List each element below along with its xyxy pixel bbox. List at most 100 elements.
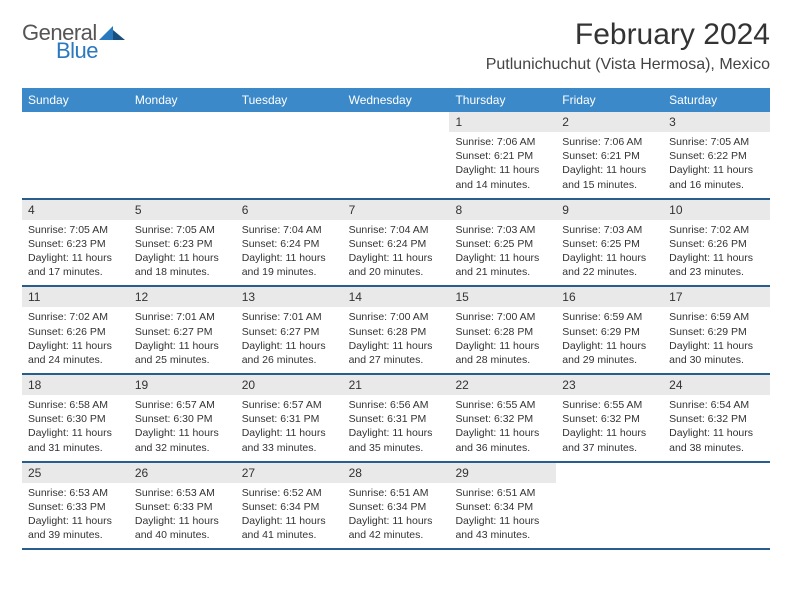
day-cell: 18Sunrise: 6:58 AMSunset: 6:30 PMDayligh… [22,375,129,463]
logo: GeneralBlue [22,18,125,62]
day-details: Sunrise: 6:53 AMSunset: 6:33 PMDaylight:… [129,483,236,549]
weekday-saturday: Saturday [663,88,770,112]
day-cell: 4Sunrise: 7:05 AMSunset: 6:23 PMDaylight… [22,200,129,288]
location-label: Putlunichuchut (Vista Hermosa), Mexico [486,56,770,74]
day-number: 16 [556,287,663,307]
day-details: Sunrise: 6:56 AMSunset: 6:31 PMDaylight:… [343,395,450,461]
day-number: 2 [556,112,663,132]
day-details: Sunrise: 7:00 AMSunset: 6:28 PMDaylight:… [449,307,556,373]
day-number: 20 [236,375,343,395]
day-details: Sunrise: 6:57 AMSunset: 6:31 PMDaylight:… [236,395,343,461]
day-details: Sunrise: 7:05 AMSunset: 6:23 PMDaylight:… [129,220,236,286]
day-cell: 10Sunrise: 7:02 AMSunset: 6:26 PMDayligh… [663,200,770,288]
day-number: 19 [129,375,236,395]
day-cell: 17Sunrise: 6:59 AMSunset: 6:29 PMDayligh… [663,287,770,375]
day-cell: 11Sunrise: 7:02 AMSunset: 6:26 PMDayligh… [22,287,129,375]
day-number: 14 [343,287,450,307]
weekday-friday: Friday [556,88,663,112]
day-details: Sunrise: 7:06 AMSunset: 6:21 PMDaylight:… [556,132,663,198]
day-number: 11 [22,287,129,307]
day-cell: 9Sunrise: 7:03 AMSunset: 6:25 PMDaylight… [556,200,663,288]
day-details: Sunrise: 7:02 AMSunset: 6:26 PMDaylight:… [22,307,129,373]
day-number: 10 [663,200,770,220]
day-number: 12 [129,287,236,307]
day-number: 24 [663,375,770,395]
day-number: 27 [236,463,343,483]
day-details: Sunrise: 7:04 AMSunset: 6:24 PMDaylight:… [343,220,450,286]
day-cell: 6Sunrise: 7:04 AMSunset: 6:24 PMDaylight… [236,200,343,288]
day-cell: 15Sunrise: 7:00 AMSunset: 6:28 PMDayligh… [449,287,556,375]
day-details: Sunrise: 7:01 AMSunset: 6:27 PMDaylight:… [236,307,343,373]
weekday-monday: Monday [129,88,236,112]
day-number: 22 [449,375,556,395]
day-details: Sunrise: 7:05 AMSunset: 6:23 PMDaylight:… [22,220,129,286]
day-number: 6 [236,200,343,220]
day-number: 4 [22,200,129,220]
day-cell: 13Sunrise: 7:01 AMSunset: 6:27 PMDayligh… [236,287,343,375]
day-number: 26 [129,463,236,483]
day-cell-empty [22,112,129,200]
day-number: 18 [22,375,129,395]
title-block: February 2024 Putlunichuchut (Vista Herm… [486,18,770,74]
day-cell: 25Sunrise: 6:53 AMSunset: 6:33 PMDayligh… [22,463,129,551]
day-cell: 19Sunrise: 6:57 AMSunset: 6:30 PMDayligh… [129,375,236,463]
weekday-thursday: Thursday [449,88,556,112]
day-cell: 22Sunrise: 6:55 AMSunset: 6:32 PMDayligh… [449,375,556,463]
weekday-sunday: Sunday [22,88,129,112]
day-cell: 28Sunrise: 6:51 AMSunset: 6:34 PMDayligh… [343,463,450,551]
day-number: 1 [449,112,556,132]
day-number: 29 [449,463,556,483]
day-details: Sunrise: 6:57 AMSunset: 6:30 PMDaylight:… [129,395,236,461]
day-cell: 12Sunrise: 7:01 AMSunset: 6:27 PMDayligh… [129,287,236,375]
day-details: Sunrise: 6:53 AMSunset: 6:33 PMDaylight:… [22,483,129,549]
weeks-container: 1Sunrise: 7:06 AMSunset: 6:21 PMDaylight… [22,112,770,550]
week-row: 1Sunrise: 7:06 AMSunset: 6:21 PMDaylight… [22,112,770,200]
day-details: Sunrise: 7:01 AMSunset: 6:27 PMDaylight:… [129,307,236,373]
day-details: Sunrise: 7:06 AMSunset: 6:21 PMDaylight:… [449,132,556,198]
day-details: Sunrise: 6:54 AMSunset: 6:32 PMDaylight:… [663,395,770,461]
week-row: 11Sunrise: 7:02 AMSunset: 6:26 PMDayligh… [22,287,770,375]
day-cell: 20Sunrise: 6:57 AMSunset: 6:31 PMDayligh… [236,375,343,463]
day-details: Sunrise: 6:55 AMSunset: 6:32 PMDaylight:… [449,395,556,461]
day-number: 8 [449,200,556,220]
day-number: 5 [129,200,236,220]
day-cell: 27Sunrise: 6:52 AMSunset: 6:34 PMDayligh… [236,463,343,551]
day-number: 17 [663,287,770,307]
calendar-grid: SundayMondayTuesdayWednesdayThursdayFrid… [22,88,770,550]
day-cell: 8Sunrise: 7:03 AMSunset: 6:25 PMDaylight… [449,200,556,288]
day-cell-empty [556,463,663,551]
day-cell-empty [129,112,236,200]
day-details: Sunrise: 7:00 AMSunset: 6:28 PMDaylight:… [343,307,450,373]
day-cell: 1Sunrise: 7:06 AMSunset: 6:21 PMDaylight… [449,112,556,200]
day-cell: 26Sunrise: 6:53 AMSunset: 6:33 PMDayligh… [129,463,236,551]
day-details: Sunrise: 6:51 AMSunset: 6:34 PMDaylight:… [343,483,450,549]
day-details: Sunrise: 6:51 AMSunset: 6:34 PMDaylight:… [449,483,556,549]
day-number: 3 [663,112,770,132]
day-cell: 16Sunrise: 6:59 AMSunset: 6:29 PMDayligh… [556,287,663,375]
day-details: Sunrise: 6:59 AMSunset: 6:29 PMDaylight:… [556,307,663,373]
day-details: Sunrise: 6:55 AMSunset: 6:32 PMDaylight:… [556,395,663,461]
day-cell-empty [663,463,770,551]
header: GeneralBlue February 2024 Putlunichuchut… [22,18,770,74]
day-details: Sunrise: 7:03 AMSunset: 6:25 PMDaylight:… [556,220,663,286]
day-cell: 2Sunrise: 7:06 AMSunset: 6:21 PMDaylight… [556,112,663,200]
day-number: 23 [556,375,663,395]
day-details: Sunrise: 6:52 AMSunset: 6:34 PMDaylight:… [236,483,343,549]
month-title: February 2024 [486,18,770,52]
day-cell-empty [343,112,450,200]
day-cell: 14Sunrise: 7:00 AMSunset: 6:28 PMDayligh… [343,287,450,375]
week-row: 25Sunrise: 6:53 AMSunset: 6:33 PMDayligh… [22,463,770,551]
day-number: 9 [556,200,663,220]
day-cell: 7Sunrise: 7:04 AMSunset: 6:24 PMDaylight… [343,200,450,288]
weekday-header-row: SundayMondayTuesdayWednesdayThursdayFrid… [22,88,770,112]
week-row: 4Sunrise: 7:05 AMSunset: 6:23 PMDaylight… [22,200,770,288]
day-details: Sunrise: 7:03 AMSunset: 6:25 PMDaylight:… [449,220,556,286]
day-number: 13 [236,287,343,307]
day-details: Sunrise: 6:58 AMSunset: 6:30 PMDaylight:… [22,395,129,461]
day-number: 15 [449,287,556,307]
day-number: 25 [22,463,129,483]
weekday-wednesday: Wednesday [343,88,450,112]
day-number: 7 [343,200,450,220]
day-details: Sunrise: 6:59 AMSunset: 6:29 PMDaylight:… [663,307,770,373]
day-cell: 23Sunrise: 6:55 AMSunset: 6:32 PMDayligh… [556,375,663,463]
